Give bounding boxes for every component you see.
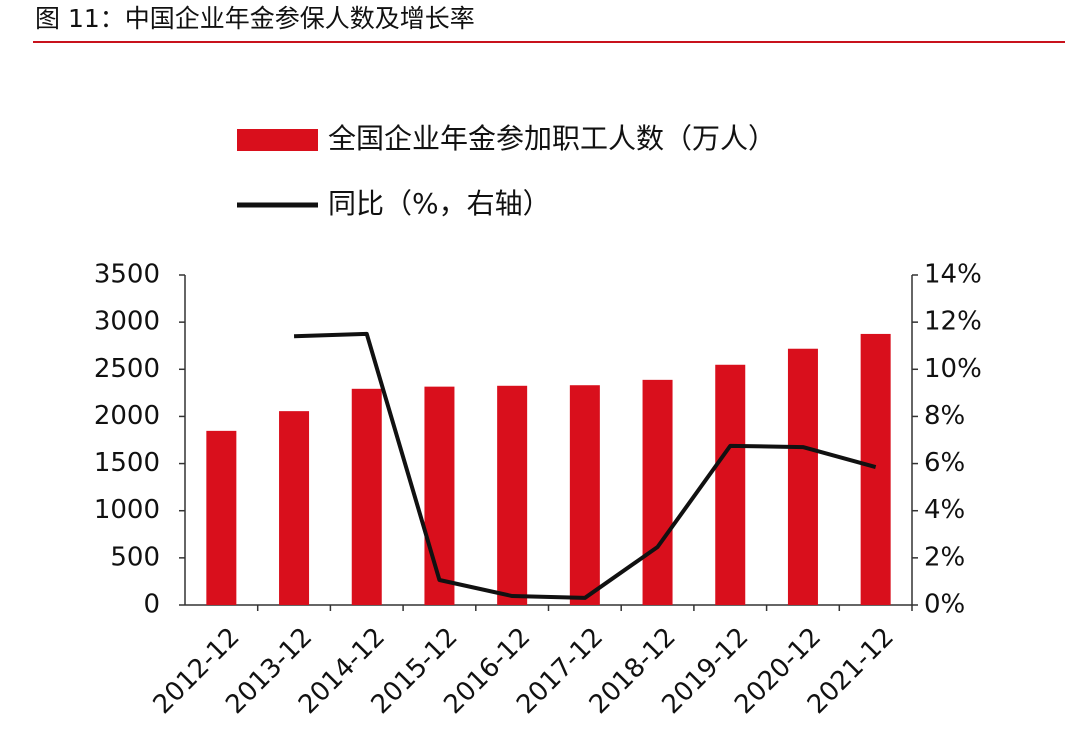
bar (569, 385, 600, 605)
bar (860, 333, 891, 605)
bar (424, 386, 455, 605)
bar (787, 348, 818, 605)
y-tick-label: 500 (110, 542, 160, 572)
chart-title: 图 11：中国企业年金参保人数及增长率 (35, 4, 475, 33)
y2-tick-label: 12% (924, 307, 982, 337)
y-tick-label: 2000 (94, 401, 160, 431)
bar (715, 364, 746, 605)
y-tick-label: 2500 (94, 354, 160, 384)
line (293, 331, 877, 600)
bar (279, 411, 310, 605)
y2-tick-label: 14% (924, 260, 982, 290)
y-tick-label: 3000 (94, 307, 160, 337)
y2-tick-label: 0% (924, 590, 965, 620)
y-tick-label: 1500 (94, 448, 160, 478)
bar (642, 379, 673, 605)
y2-tick-label: 2% (924, 542, 965, 572)
y-tick-label: 1000 (94, 495, 160, 525)
bar (351, 388, 382, 605)
bar (497, 385, 528, 605)
y-tick-label: 3500 (94, 260, 160, 290)
bar (206, 430, 237, 605)
y2-tick-label: 10% (924, 354, 982, 384)
y2-tick-label: 4% (924, 495, 965, 525)
legend-label: 全国企业年金参加职工人数（万人） (328, 122, 776, 155)
y2-tick-label: 8% (924, 401, 965, 431)
y-tick-label: 0 (143, 590, 160, 620)
legend-label: 同比（%，右轴） (328, 187, 551, 220)
legend-swatch (237, 129, 318, 151)
y2-tick-label: 6% (924, 448, 965, 478)
